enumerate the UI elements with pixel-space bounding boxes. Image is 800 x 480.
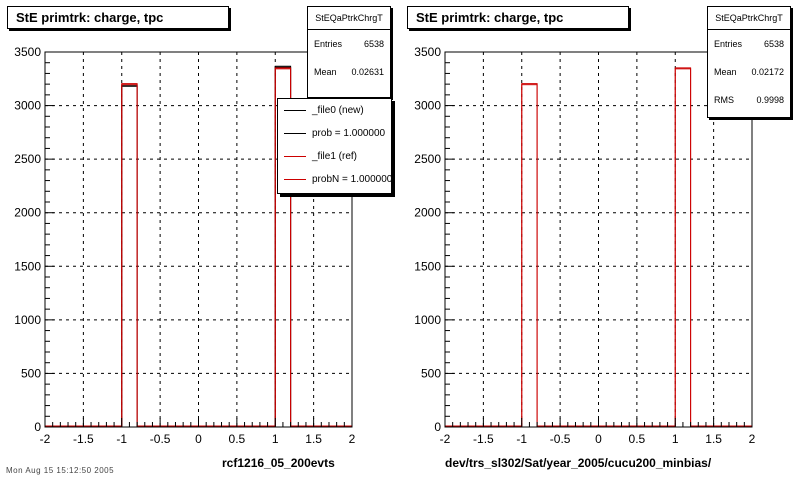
stats-label: Mean [314, 67, 337, 77]
x-tick-label: 0 [195, 432, 202, 446]
x-tick-label: 0.5 [229, 432, 246, 446]
y-tick-label: 2500 [414, 152, 441, 166]
left-stats-row-entries: Entries 6538 [308, 30, 390, 58]
x-tick-label: -1.5 [473, 432, 494, 446]
y-tick-label: 2000 [414, 206, 441, 220]
x-tick-label: -2 [440, 432, 451, 446]
x-tick-label: -0.5 [150, 432, 171, 446]
left-legend: _file0 (new) prob = 1.000000 _file1 (ref… [277, 98, 392, 194]
y-tick-label: 2500 [14, 152, 41, 166]
left-title: StE primtrk: charge, tpc [16, 10, 164, 25]
left-histogram-plot: -2 -1.5 -1 -0.5 0 0.5 1 1.5 2 0 500 1000 1500 2000 250… [14, 45, 356, 446]
histogram-bar [121, 85, 138, 428]
stats-label: RMS [714, 95, 734, 105]
right-x-axis-label: dev/trs_sl302/Sat/year_2005/cucu200_minb… [445, 456, 712, 470]
legend-label: _file1 (ref) [312, 151, 358, 162]
legend-item: prob = 1.000000 [278, 122, 391, 145]
legend-swatch [284, 179, 306, 180]
stats-value: 0.02172 [751, 67, 784, 77]
y-tick-label: 1000 [414, 313, 441, 327]
y-tick-label: 1000 [14, 313, 41, 327]
right-stats-box: StEQaPtrkChrgT Entries 6538 Mean 0.02172… [707, 6, 791, 118]
left-x-axis-label: rcf1216_05_200evts [222, 456, 335, 470]
y-tick-label: 3500 [414, 45, 441, 59]
stats-value: 0.02631 [351, 67, 384, 77]
stats-label: Entries [714, 39, 743, 49]
x-tick-label: -0.5 [550, 432, 571, 446]
y-tick-label: 500 [21, 366, 41, 380]
y-tick-label: 3500 [14, 45, 41, 59]
stats-value: 6538 [763, 39, 784, 49]
histogram-series-1 [45, 67, 352, 427]
right-histogram-plot: -2 -1.5 -1 -0.5 0 0.5 1 1.5 2 0 500 1000 1500 2000 250… [414, 45, 756, 446]
right-stats-row-rms: RMS 0.9998 [708, 86, 790, 114]
right-stats-name: StEQaPtrkChrgT [708, 7, 790, 30]
y-tick-label: 500 [421, 366, 441, 380]
left-title-box: StE primtrk: charge, tpc [7, 6, 229, 29]
x-tick-label: 1 [272, 432, 279, 446]
legend-label: probN = 1.000000 [312, 174, 392, 185]
y-tick-label: 3000 [414, 99, 441, 113]
left-stats-row-mean: Mean 0.02631 [308, 58, 390, 86]
y-tick-label: 2000 [14, 206, 41, 220]
left-panel: -2 -1.5 -1 -0.5 0 0.5 1 1.5 2 0 500 1000 1500 2000 250… [6, 6, 392, 475]
right-title-box: StE primtrk: charge, tpc [407, 6, 629, 29]
right-panel: -2 -1.5 -1 -0.5 0 0.5 1 1.5 2 0 500 1000 1500 2000 250… [400, 0, 800, 480]
stats-label: Entries [314, 39, 343, 49]
stats-label: Mean [714, 67, 737, 77]
x-tick-label: 1.5 [305, 432, 322, 446]
y-tick-label: 0 [34, 420, 41, 434]
x-tick-label: 0 [595, 432, 602, 446]
legend-swatch [284, 110, 306, 111]
legend-label: prob = 1.000000 [312, 128, 386, 139]
y-tick-label: 1500 [14, 259, 41, 273]
x-tick-label: -1 [516, 432, 527, 446]
left-stats-name: StEQaPtrkChrgT [308, 7, 390, 30]
left-stats-box: StEQaPtrkChrgT Entries 6538 Mean 0.02631 [307, 6, 391, 98]
right-stats-row-mean: Mean 0.02172 [708, 58, 790, 86]
y-tick-label: 3000 [14, 99, 41, 113]
x-tick-label: 2 [349, 432, 356, 446]
legend-label: _file0 (new) [312, 105, 364, 116]
legend-item: _file1 (ref) [278, 145, 391, 168]
left-footer-timestamp: Mon Aug 15 15:12:50 2005 [6, 466, 115, 475]
histogram-bar [521, 84, 538, 428]
histogram-bar [121, 84, 138, 428]
x-tick-label: 0.5 [629, 432, 646, 446]
stats-value: 6538 [363, 39, 384, 49]
legend-swatch [284, 133, 306, 134]
y-tick-label: 0 [434, 420, 441, 434]
histogram-series-0 [445, 67, 752, 427]
legend-swatch [284, 156, 306, 157]
x-tick-label: 1.5 [705, 432, 722, 446]
x-tick-label: -2 [40, 432, 51, 446]
right-stats-row-entries: Entries 6538 [708, 30, 790, 58]
x-tick-label: 1 [672, 432, 679, 446]
legend-item: probN = 1.000000 [278, 168, 391, 191]
x-tick-label: -1 [116, 432, 127, 446]
right-title: StE primtrk: charge, tpc [416, 10, 564, 25]
x-tick-label: -1.5 [73, 432, 94, 446]
stats-value: 0.9998 [756, 95, 784, 105]
y-tick-label: 1500 [414, 259, 441, 273]
x-tick-label: 2 [749, 432, 756, 446]
legend-item: _file0 (new) [278, 99, 391, 122]
